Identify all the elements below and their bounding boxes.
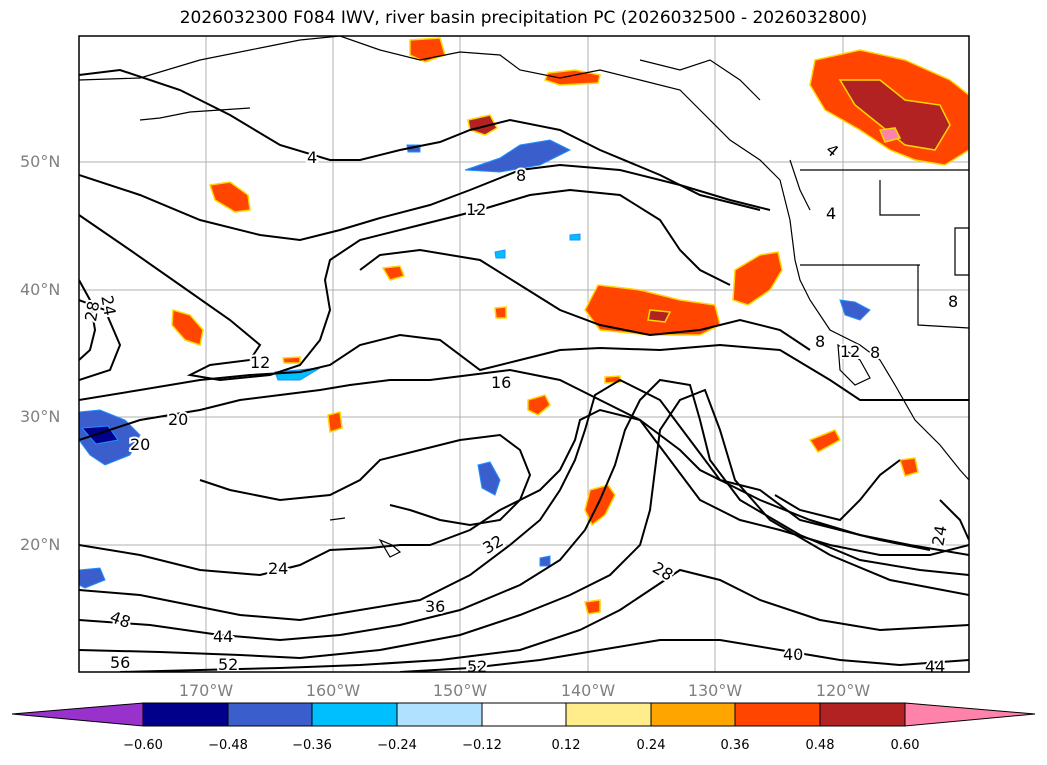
colorbar-tick-label: −0.48 bbox=[208, 738, 248, 753]
lat-label: 30°N bbox=[20, 407, 61, 426]
lat-label: 40°N bbox=[20, 280, 61, 299]
iwv-contours bbox=[79, 68, 969, 672]
colorbar-tick-label: 0.36 bbox=[720, 738, 750, 753]
colorbar-segment bbox=[650, 702, 736, 727]
contour-label: 8 bbox=[870, 343, 880, 362]
contour-label: 8 bbox=[948, 292, 958, 311]
colorbar-segment bbox=[142, 702, 229, 727]
contour-label: 56 bbox=[110, 653, 130, 672]
colorbar-segment bbox=[565, 702, 652, 727]
lat-label: 20°N bbox=[20, 535, 61, 554]
lon-label: 140°W bbox=[560, 681, 616, 700]
contour-label: 12 bbox=[840, 342, 860, 361]
map-plot-area: 4 8 12 12 16 20 20 24 24 28 28 32 36 40 … bbox=[79, 36, 969, 676]
coastlines bbox=[79, 36, 969, 558]
contour-label: 24 bbox=[928, 524, 950, 547]
contour-label: 20 bbox=[130, 435, 150, 454]
colorbar bbox=[11, 702, 1036, 727]
contour-label: 52 bbox=[218, 655, 238, 674]
contour-label: 16 bbox=[491, 373, 511, 392]
lat-label: 50°N bbox=[20, 152, 61, 171]
contour-label: 44 bbox=[213, 627, 233, 646]
contour-label: 44 bbox=[925, 657, 945, 676]
colorbar-tick-label: −0.12 bbox=[462, 738, 502, 753]
precip-positive-areas bbox=[171, 37, 969, 615]
lon-label: 170°W bbox=[178, 681, 234, 700]
colorbar-segment bbox=[311, 702, 398, 727]
contour-label: 24 bbox=[268, 559, 288, 578]
colorbar-segment bbox=[227, 702, 313, 727]
colorbar-tick-label: 0.12 bbox=[551, 738, 581, 753]
contour-label: 52 bbox=[467, 657, 487, 676]
colorbar-segment bbox=[481, 702, 567, 727]
lon-label: 150°W bbox=[432, 681, 488, 700]
contour-label: 4 bbox=[307, 148, 317, 167]
precip-negative-areas bbox=[79, 139, 871, 589]
contour-label: 8 bbox=[516, 166, 526, 185]
colorbar-tick-label: 0.60 bbox=[890, 738, 920, 753]
colorbar-tick-label: 0.48 bbox=[805, 738, 835, 753]
colorbar-segment bbox=[396, 702, 483, 727]
contour-label: 20 bbox=[168, 410, 188, 429]
contour-label: 28 bbox=[81, 299, 103, 322]
colorbar-tick-label: −0.24 bbox=[377, 738, 417, 753]
colorbar-tick-label: −0.60 bbox=[123, 738, 163, 753]
colorbar-tick-label: −0.36 bbox=[292, 738, 332, 753]
colorbar-extend-right bbox=[904, 702, 1036, 727]
lon-label: 120°W bbox=[815, 681, 871, 700]
contour-label: 36 bbox=[425, 597, 445, 616]
map-frame bbox=[78, 35, 970, 673]
colorbar-extend-left bbox=[11, 702, 144, 727]
lon-label: 160°W bbox=[305, 681, 361, 700]
lon-label: 130°W bbox=[687, 681, 743, 700]
contour-label: 8 bbox=[815, 332, 825, 351]
map-title: 2026032300 F084 IWV, river basin precipi… bbox=[179, 8, 868, 28]
colorbar-tick-label: 0.24 bbox=[636, 738, 666, 753]
colorbar-segment bbox=[734, 702, 821, 727]
colorbar-segment bbox=[819, 702, 906, 727]
contour-label: 40 bbox=[783, 645, 803, 664]
contour-label: 4 bbox=[826, 204, 836, 223]
contour-label: 12 bbox=[250, 353, 270, 372]
contour-label: 12 bbox=[466, 200, 486, 219]
